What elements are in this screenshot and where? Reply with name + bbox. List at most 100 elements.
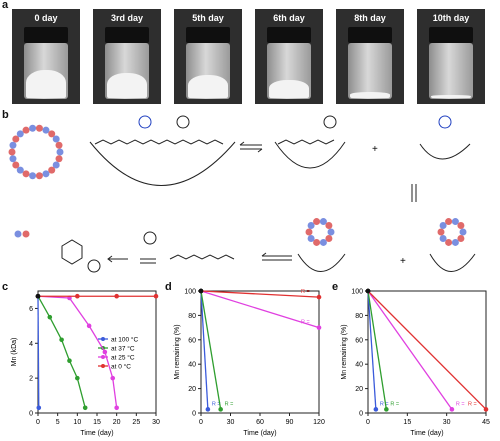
- y-tick-label: 60: [188, 337, 196, 344]
- vial-contents: [26, 70, 66, 98]
- data-point: [35, 293, 41, 299]
- x-tick-label: 10: [73, 419, 81, 426]
- vial-glass: [429, 43, 473, 99]
- bead: [52, 135, 60, 143]
- data-point: [205, 407, 211, 412]
- bead: [52, 161, 60, 169]
- data-point: [384, 407, 389, 412]
- series-line: [367, 290, 377, 410]
- y-tick-label: 6: [29, 306, 33, 313]
- polymer-arc-2: [274, 141, 346, 169]
- x-tick-label: 25: [132, 419, 140, 426]
- data-point: [36, 405, 42, 411]
- phenyl-ring-3: [323, 115, 337, 129]
- data-point: [75, 375, 80, 381]
- linear-chain: [169, 254, 235, 260]
- legend-marker: [101, 337, 105, 341]
- y-tick-label: 20: [188, 386, 196, 393]
- bead: [16, 166, 24, 174]
- data-point: [75, 293, 80, 299]
- data-point: [449, 407, 455, 412]
- bead: [457, 234, 465, 242]
- plus-sign-2: +: [400, 256, 406, 267]
- series-r-label: R =: [225, 401, 234, 407]
- data-point: [86, 323, 92, 329]
- data-point: [67, 358, 72, 364]
- vial-cap: [105, 27, 149, 43]
- forward-arrow-1: [261, 252, 292, 261]
- cyclic-oligomer-beads-2: [437, 218, 467, 246]
- phenyl-ring-5: [143, 231, 157, 245]
- series-line: [200, 290, 222, 410]
- data-point: [82, 405, 88, 411]
- panel-label-d: d: [165, 281, 172, 293]
- legend-label: at 25 °C: [111, 354, 135, 362]
- y-axis-label: Mn remaining (%): [174, 324, 181, 379]
- equilibrium-arrow-vertical: [411, 184, 417, 202]
- y-tick-label: 100: [184, 289, 196, 296]
- bead: [457, 222, 465, 230]
- bead: [313, 218, 321, 226]
- bead: [9, 141, 17, 149]
- y-tick-label: 0: [192, 411, 196, 418]
- bead: [459, 228, 467, 236]
- bead: [439, 234, 447, 242]
- data-point: [110, 375, 116, 381]
- x-tick-label: 120: [313, 419, 325, 426]
- polymer-chain-1: [94, 139, 224, 145]
- lactam-ring: [61, 239, 83, 265]
- x-tick-label: 45: [482, 419, 490, 426]
- bead: [16, 130, 24, 138]
- equilibrium-arrow-2: [140, 258, 156, 264]
- vial-photo-label: 5th day: [192, 13, 224, 23]
- vial-cap: [267, 27, 311, 43]
- bead: [319, 218, 327, 226]
- bead: [451, 218, 459, 226]
- polymer-chain-2: [277, 139, 335, 145]
- y-tick-label: 80: [188, 313, 196, 320]
- panel-label-c: c: [2, 281, 9, 293]
- vial-photo-label: 6th day: [273, 13, 305, 23]
- bead: [48, 166, 56, 174]
- y-tick-label: 40: [188, 362, 196, 369]
- bead: [319, 238, 327, 246]
- bead: [55, 141, 63, 149]
- y-axis-label: Mn (kDa): [11, 338, 18, 367]
- monomer-bead-pair: [14, 230, 30, 238]
- x-tick-label: 20: [113, 419, 121, 426]
- bead: [307, 234, 315, 242]
- panel-label-a: a: [2, 0, 9, 11]
- bead: [325, 234, 333, 242]
- bead: [12, 135, 20, 143]
- series-r-label: R =: [390, 401, 399, 407]
- y-tick-label: 100: [351, 289, 363, 296]
- bead: [8, 148, 16, 156]
- legend-label: at 37 °C: [111, 345, 135, 353]
- y-tick-label: 0: [29, 411, 33, 418]
- data-point: [47, 314, 53, 320]
- monomer-arc-1: [419, 143, 471, 160]
- cyclic-oligomer-beads-1: [305, 218, 335, 246]
- vial-photo-1: 3rd day: [93, 9, 161, 104]
- vial-glass: [348, 43, 392, 99]
- bead: [437, 228, 445, 236]
- y-axis-label: Mn remaining (%): [341, 324, 348, 379]
- vial-cap: [348, 27, 392, 43]
- data-point: [316, 294, 322, 300]
- series-line: [367, 290, 453, 410]
- vial-photo-3: 6th day: [255, 9, 323, 104]
- series-r-label: R =: [456, 401, 465, 407]
- series-r-label: R =: [212, 401, 221, 407]
- oligomer-arc-2: [429, 253, 476, 272]
- vial-contents: [269, 80, 309, 98]
- vial-contents: [350, 92, 390, 98]
- series-line: [200, 290, 209, 410]
- series-line: [200, 290, 320, 298]
- equilibrium-arrow-1: [239, 141, 263, 153]
- bead: [12, 161, 20, 169]
- data-point: [373, 407, 379, 412]
- plot-frame: [367, 290, 487, 414]
- data-point: [153, 293, 159, 299]
- x-tick-label: 30: [443, 419, 451, 426]
- x-tick-label: 0: [366, 419, 370, 426]
